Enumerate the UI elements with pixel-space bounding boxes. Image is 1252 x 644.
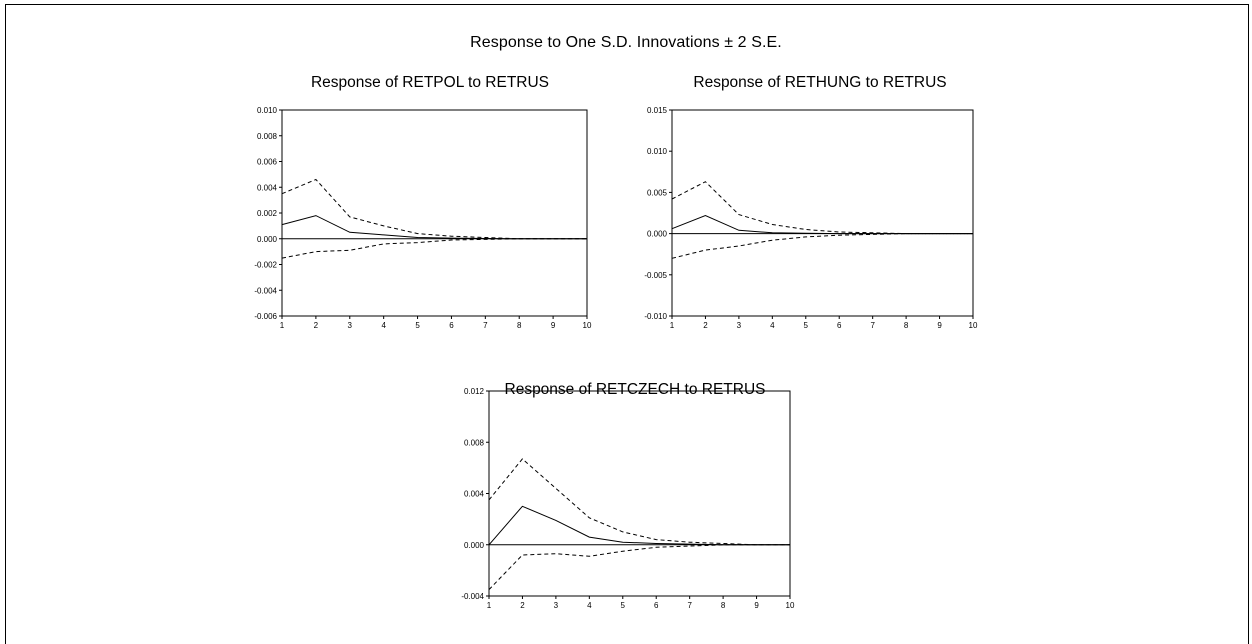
plot-area-frame [281,109,588,317]
x-tick-label: 3 [348,321,353,330]
y-tick-label: 0.000 [647,230,668,239]
chart-panel-retpol: -0.006 -0.004 -0.002 0.000 0.002 0.004 0.006 0.… [254,106,592,330]
x-tick-label: 9 [937,321,942,330]
series-line-lower-retczech [488,544,790,590]
y-tick-label: 0.000 [257,235,278,244]
series-line-upper-retczech [488,458,790,546]
series-line-lower-retpol [281,238,587,259]
y-tick-label: -0.006 [254,312,277,321]
y-tick-label: 0.008 [257,132,278,141]
x-tick-label: 7 [870,321,875,330]
y-tick-label: 0.010 [647,147,668,156]
x-tick-label: 5 [804,321,809,330]
y-tick-label: 0.002 [257,209,278,218]
x-tick-label: 4 [770,321,775,330]
y-tick-label: -0.004 [254,286,277,295]
x-tick-label: 10 [786,601,795,610]
panel-title-rethung: Response of RETHUNG to RETRUS [693,74,947,91]
x-tick-label: 2 [520,601,525,610]
series-line-upper-retpol [281,178,587,240]
series-line-upper-rethung [671,181,973,235]
y-tick-label: 0.012 [464,387,485,396]
y-tick-label: 0.005 [647,188,668,197]
x-tick-label: 10 [583,321,592,330]
panel-title-retczech: Response of RETCZECH to RETRUS [504,381,766,398]
charts-canvas: -0.006 -0.004 -0.002 0.000 0.002 0.004 0.006 0.… [254,106,978,610]
series-line-lower-rethung [671,233,973,259]
x-tick-label: 6 [837,321,842,330]
x-tick-label: 8 [721,601,726,610]
x-tick-label: 2 [703,321,708,330]
y-tick-label: 0.015 [647,106,668,115]
x-tick-label: 3 [554,601,559,610]
y-tick-label: 0.004 [464,490,485,499]
x-tick-label: 5 [621,601,626,610]
plot-area-frame [671,109,974,317]
x-tick-label: 9 [551,321,556,330]
y-tick-label: -0.010 [644,312,667,321]
x-tick-label: 10 [969,321,978,330]
figure-frame [5,4,1249,644]
y-tick-label: -0.004 [461,592,484,601]
x-tick-label: 8 [904,321,909,330]
x-tick-label: 8 [517,321,522,330]
x-tick-label: 1 [670,321,675,330]
x-tick-label: 4 [381,321,386,330]
series-line-response-retpol [281,215,587,240]
figure-title: Response to One S.D. Innovations ± 2 S.E… [470,34,782,51]
y-tick-label: 0.004 [257,183,278,192]
x-tick-label: 4 [587,601,592,610]
x-tick-label: 5 [415,321,420,330]
x-tick-label: 1 [487,601,492,610]
series-line-response-retczech [488,505,790,546]
x-tick-label: 6 [449,321,454,330]
plot-area-frame [488,390,791,597]
x-tick-label: 3 [737,321,742,330]
chart-panel-rethung: -0.010 -0.005 0.000 0.005 0.010 0.015 1 2 3 4 5 6 7 8… [644,106,978,330]
y-tick-label: -0.002 [254,261,277,270]
y-tick-label: 0.010 [257,106,278,115]
chart-panel-retczech: -0.004 0.000 0.004 0.008 0.012 1 2 3 4 5 6 7 8 9 10 [461,387,795,610]
x-tick-label: 7 [687,601,692,610]
x-tick-label: 2 [314,321,319,330]
y-tick-label: 0.006 [257,158,278,167]
x-tick-label: 7 [483,321,488,330]
x-tick-label: 9 [754,601,759,610]
y-tick-label: 0.000 [464,541,485,550]
x-tick-label: 1 [280,321,285,330]
x-tick-label: 6 [654,601,659,610]
y-tick-label: -0.005 [644,271,667,280]
y-tick-label: 0.008 [464,438,485,447]
panel-title-retpol: Response of RETPOL to RETRUS [310,74,550,91]
